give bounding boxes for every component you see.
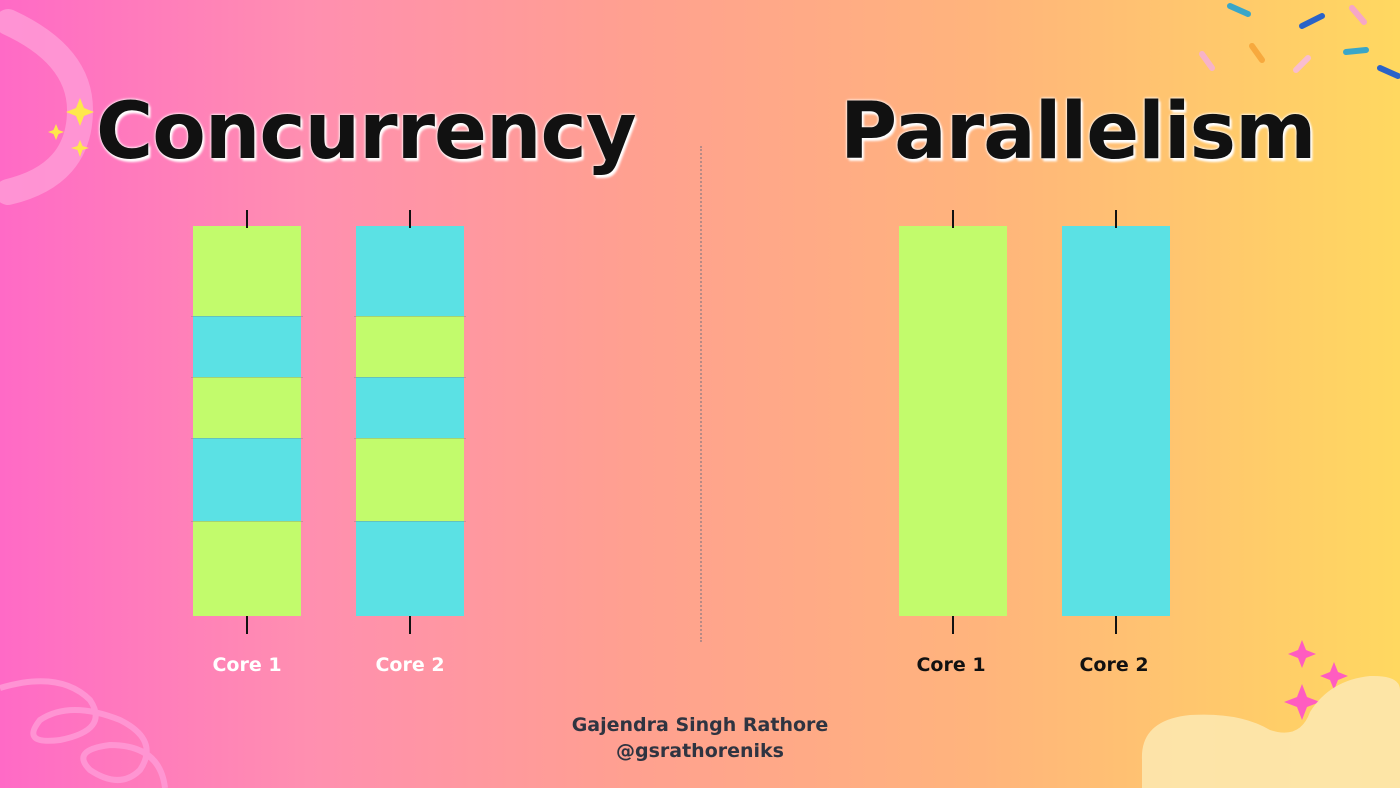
yellow-sparkle-icon [48,98,94,157]
concurrency-core-1-cyan-segment-4 [193,438,301,521]
parallelism-core-1-bar [899,210,1007,634]
timeline-end-tick [1115,616,1117,634]
cream-blob-icon [1141,675,1400,788]
segment-boundary [354,377,466,378]
timeline-start-tick [409,210,411,228]
timeline-start-tick [952,210,954,228]
parallelism-core-2-cyan-segment-1 [1062,226,1170,616]
concurrency-core-2-green-segment-2 [356,316,464,377]
concurrency-core-2-bar [354,210,466,634]
parallelism-core-2-bar [1062,210,1170,634]
author-name: Gajendra Singh Rathore [571,714,829,736]
segment-boundary [191,521,303,522]
parallelism-title: Parallelism [840,87,1316,177]
concurrency-core-2-cyan-segment-5 [356,521,464,616]
author-handle: @gsrathoreniks [615,740,784,762]
segment-boundary [191,438,303,439]
concurrency-core-1-bar [191,210,303,634]
parallelism-core-1-label: Core 1 [916,654,986,676]
segment-boundary [354,316,466,317]
timeline-start-tick [246,210,248,228]
timeline-end-tick [409,616,411,634]
author-credit: Gajendra Singh Rathore @gsrathoreniks [500,712,900,764]
center-divider [700,146,702,642]
parallelism-core-1-green-segment-1 [899,226,1007,616]
concurrency-core-2-label: Core 2 [375,654,445,676]
timeline-end-tick [952,616,954,634]
concurrency-core-1-green-segment-1 [193,226,301,316]
concurrency-core-1-cyan-segment-2 [193,316,301,377]
concurrency-title: Concurrency [96,87,637,177]
concurrency-core-2-green-segment-4 [356,438,464,521]
segment-boundary [191,316,303,317]
segment-boundary [354,438,466,439]
pink-sparkle-icon [1284,640,1348,720]
timeline-end-tick [246,616,248,634]
confetti-icon [1199,3,1400,79]
concurrency-core-2-cyan-segment-1 [356,226,464,316]
concurrency-core-1-label: Core 1 [212,654,282,676]
timeline-start-tick [1115,210,1117,228]
parallelism-core-2-label: Core 2 [1079,654,1149,676]
concurrency-core-1-green-segment-5 [193,521,301,616]
arc-decoration-icon [0,9,94,205]
concurrency-core-1-green-segment-3 [193,377,301,438]
concurrency-core-2-cyan-segment-3 [356,377,464,438]
loop-scribble-icon [0,678,168,788]
segment-boundary [191,377,303,378]
segment-boundary [354,521,466,522]
